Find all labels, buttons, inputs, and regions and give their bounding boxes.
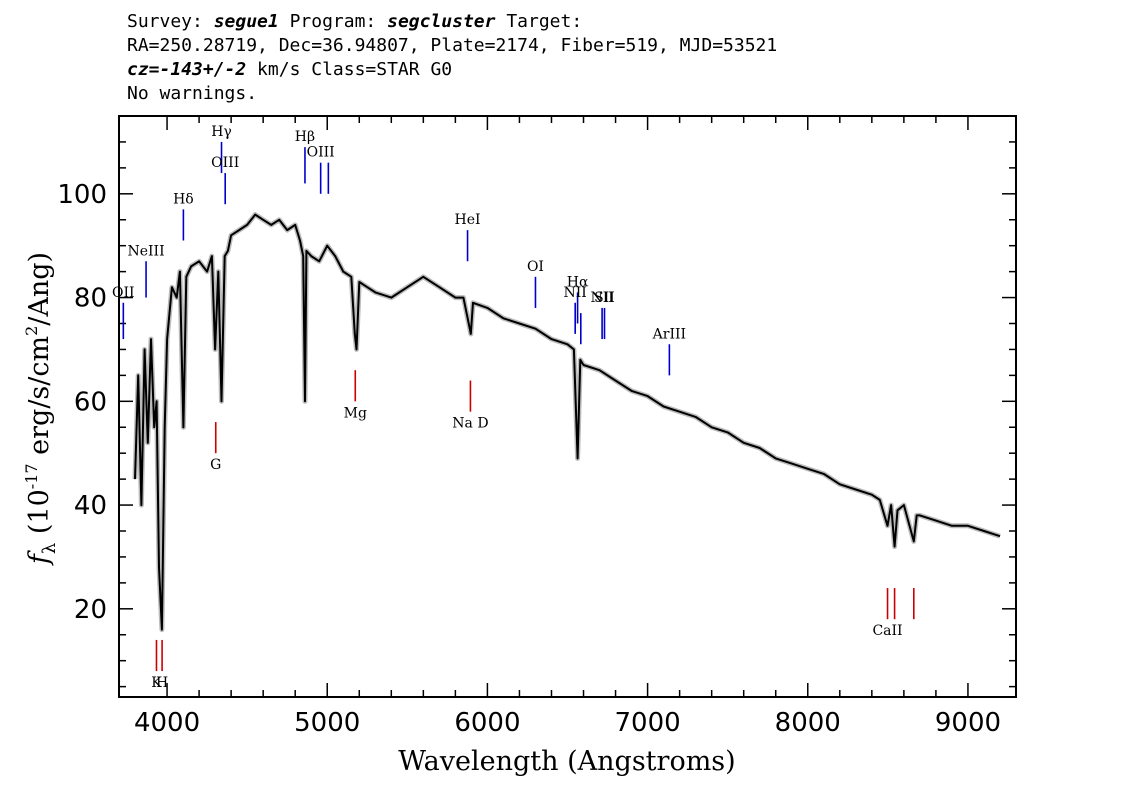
header-line-warnings: No warnings.	[127, 83, 258, 104]
y-tick-label: 100	[57, 180, 107, 210]
y-axis-title: fλ (10-17 erg/s/cm2/Ang)	[22, 252, 60, 566]
y-tick-label: 60	[74, 387, 107, 417]
x-tick-label: 7000	[615, 708, 681, 738]
absorption-line-label: Na D	[452, 416, 488, 432]
absorption-line-label: H	[156, 675, 168, 691]
spectral-line-labels: OIINeIIIHδHγOIIIHβOIIIHeIOINIIHαNIISIIAr…	[112, 124, 903, 691]
emission-line-label: OI	[527, 259, 544, 275]
plot-frame	[118, 115, 1017, 698]
y-tick-label: 80	[74, 284, 107, 314]
x-tick-label: 6000	[454, 708, 520, 738]
header-line-redshift: cz=-143+/-2 km/s Class=STAR G0	[127, 58, 777, 82]
y-tick-label: 40	[74, 491, 107, 521]
emission-line-label: ArIII	[652, 326, 686, 342]
spectrum-flux-line	[134, 213, 1001, 631]
x-tick-label: 4000	[134, 708, 200, 738]
emission-line-label: OIII	[211, 155, 239, 171]
emission-line-label: NeIII	[127, 243, 164, 259]
axis-ticks	[119, 116, 1016, 697]
program-value: segcluster	[387, 11, 496, 32]
absorption-line-label: CaII	[872, 623, 902, 639]
emission-line-label: Hγ	[211, 124, 232, 140]
target-label: Target:	[495, 11, 583, 32]
survey-value: segue1	[213, 11, 279, 32]
emission-line-label: Hα	[567, 274, 589, 290]
header-line-survey: Survey: segue1 Program: segcluster Targe…	[127, 10, 777, 34]
emission-line-label: Hδ	[173, 191, 194, 207]
emission-line-label: HeI	[455, 212, 481, 228]
y-tick-label: 20	[74, 595, 107, 625]
absorption-line-label: K	[151, 675, 162, 691]
axis-tick-labels: 4000 5000 6000 7000 8000 9000 20 40 60 80 100	[57, 180, 1001, 738]
program-label: Program:	[278, 11, 388, 32]
emission-line-label: NII	[564, 285, 587, 301]
absorption-line-label: Mg	[344, 405, 367, 421]
emission-line-label: OII	[112, 285, 135, 301]
emission-line-label: OIII	[307, 145, 335, 161]
x-axis-title: Wavelength (Angstroms)	[398, 746, 735, 777]
emission-line-label: Hβ	[295, 129, 315, 145]
redshift-value: cz=-143+/-2	[127, 59, 247, 80]
header-line-coordinates: RA=250.28719, Dec=36.94807, Plate=2174, …	[127, 35, 778, 56]
spectral-line-markers	[122, 141, 915, 672]
emission-line-label: SII	[594, 290, 615, 306]
x-tick-label: 5000	[294, 708, 360, 738]
emission-line-label: NII	[590, 290, 613, 306]
survey-label: Survey:	[127, 11, 214, 32]
x-tick-label: 8000	[775, 708, 841, 738]
absorption-line-label: G	[210, 457, 221, 473]
x-tick-label: 9000	[935, 708, 1001, 738]
class-value: km/s Class=STAR G0	[246, 59, 453, 80]
spectrum-header: Survey: segue1 Program: segcluster Targe…	[127, 10, 777, 106]
